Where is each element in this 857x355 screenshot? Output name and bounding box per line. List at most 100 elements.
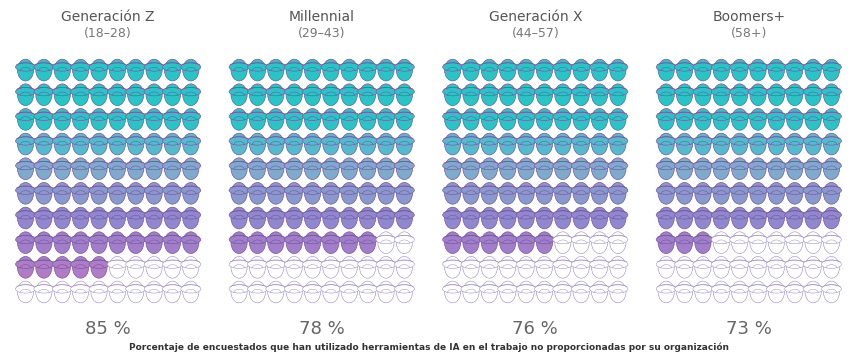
Ellipse shape — [463, 281, 479, 303]
Circle shape — [181, 63, 201, 71]
Ellipse shape — [304, 84, 321, 105]
Circle shape — [144, 63, 164, 71]
Text: Millennial: Millennial — [289, 10, 355, 24]
Circle shape — [442, 112, 463, 120]
Ellipse shape — [286, 158, 303, 180]
Ellipse shape — [323, 232, 339, 253]
Ellipse shape — [183, 182, 199, 204]
Circle shape — [748, 211, 768, 219]
Circle shape — [70, 285, 91, 293]
Ellipse shape — [231, 232, 247, 253]
Circle shape — [590, 285, 609, 293]
Circle shape — [822, 137, 842, 145]
Ellipse shape — [750, 59, 766, 81]
Ellipse shape — [824, 207, 840, 229]
Circle shape — [498, 88, 518, 96]
Circle shape — [15, 260, 35, 268]
Ellipse shape — [91, 256, 107, 278]
Circle shape — [34, 186, 54, 195]
Ellipse shape — [554, 182, 571, 204]
Ellipse shape — [54, 84, 70, 105]
Ellipse shape — [769, 281, 784, 303]
Circle shape — [107, 235, 128, 244]
Ellipse shape — [554, 109, 571, 130]
Circle shape — [321, 63, 341, 71]
Circle shape — [285, 162, 304, 170]
Circle shape — [394, 137, 415, 145]
Circle shape — [693, 137, 713, 145]
Circle shape — [34, 112, 54, 120]
Ellipse shape — [536, 59, 553, 81]
Ellipse shape — [500, 207, 516, 229]
Ellipse shape — [769, 158, 784, 180]
Circle shape — [822, 112, 842, 120]
Ellipse shape — [518, 59, 534, 81]
Text: (29–43): (29–43) — [298, 27, 345, 40]
Circle shape — [516, 260, 536, 268]
Circle shape — [572, 112, 591, 120]
Circle shape — [126, 137, 146, 145]
Ellipse shape — [304, 281, 321, 303]
Circle shape — [590, 112, 609, 120]
Ellipse shape — [591, 84, 608, 105]
Circle shape — [126, 112, 146, 120]
Ellipse shape — [610, 158, 626, 180]
Ellipse shape — [787, 133, 803, 155]
Ellipse shape — [463, 182, 479, 204]
Circle shape — [303, 63, 322, 71]
Circle shape — [711, 211, 731, 219]
Ellipse shape — [824, 59, 840, 81]
Ellipse shape — [554, 59, 571, 81]
Ellipse shape — [787, 59, 803, 81]
Circle shape — [303, 285, 322, 293]
Ellipse shape — [91, 158, 107, 180]
Circle shape — [70, 211, 91, 219]
Circle shape — [357, 88, 378, 96]
Circle shape — [126, 235, 146, 244]
Ellipse shape — [146, 232, 162, 253]
Circle shape — [339, 235, 359, 244]
Ellipse shape — [573, 109, 590, 130]
Ellipse shape — [396, 256, 412, 278]
Ellipse shape — [463, 256, 479, 278]
Circle shape — [711, 112, 731, 120]
Circle shape — [803, 186, 823, 195]
Ellipse shape — [378, 281, 394, 303]
Circle shape — [674, 137, 694, 145]
Circle shape — [572, 162, 591, 170]
Circle shape — [229, 137, 249, 145]
Ellipse shape — [146, 133, 162, 155]
Ellipse shape — [445, 207, 461, 229]
Circle shape — [729, 63, 750, 71]
Circle shape — [303, 137, 322, 145]
Ellipse shape — [54, 59, 70, 81]
Circle shape — [516, 211, 536, 219]
Circle shape — [766, 63, 787, 71]
Circle shape — [572, 88, 591, 96]
Ellipse shape — [805, 232, 821, 253]
Circle shape — [339, 260, 359, 268]
Circle shape — [608, 137, 628, 145]
Ellipse shape — [713, 182, 729, 204]
Ellipse shape — [249, 281, 266, 303]
Ellipse shape — [463, 158, 479, 180]
Ellipse shape — [518, 232, 534, 253]
Circle shape — [248, 112, 267, 120]
Circle shape — [461, 88, 481, 96]
Circle shape — [553, 186, 572, 195]
Ellipse shape — [73, 158, 88, 180]
Ellipse shape — [249, 182, 266, 204]
Circle shape — [303, 235, 322, 244]
Circle shape — [229, 260, 249, 268]
Ellipse shape — [732, 158, 747, 180]
Ellipse shape — [445, 84, 461, 105]
Circle shape — [674, 63, 694, 71]
Circle shape — [803, 137, 823, 145]
Circle shape — [498, 162, 518, 170]
Circle shape — [479, 88, 500, 96]
Circle shape — [553, 137, 572, 145]
Ellipse shape — [482, 232, 497, 253]
Circle shape — [285, 137, 304, 145]
Circle shape — [266, 137, 285, 145]
Circle shape — [572, 63, 591, 71]
